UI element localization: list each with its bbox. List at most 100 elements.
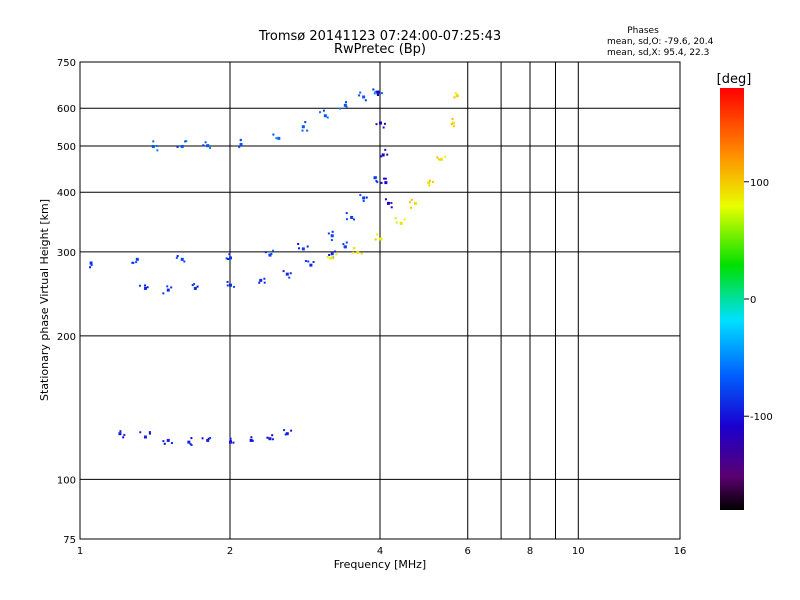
data-point-echo [380, 155, 383, 158]
data-points [89, 88, 459, 446]
x-tick-label: 1 [77, 546, 83, 557]
data-point-echo [410, 198, 413, 201]
data-point-echo [90, 264, 93, 267]
data-point-echo [146, 286, 149, 289]
data-point-echo [358, 94, 361, 97]
chart-title: Tromsø 20141123 07:24:00-07:25:43 [258, 29, 501, 44]
y-tick-label: 750 [57, 58, 76, 69]
data-point-echo [390, 206, 393, 209]
data-point [330, 252, 334, 256]
data-point-echo [263, 281, 266, 284]
data-point-echo [288, 276, 291, 279]
data-point-echo [272, 133, 275, 136]
info-heading: Phases [627, 26, 659, 36]
data-point [386, 201, 390, 205]
data-point-echo [376, 233, 379, 236]
data-point-echo [452, 125, 455, 128]
data-point-echo [365, 196, 368, 199]
data-point [323, 114, 327, 118]
data-point-echo [264, 251, 267, 254]
data-point-echo [383, 177, 386, 180]
data-point-echo [386, 153, 389, 156]
data-point-echo [176, 146, 179, 149]
data-point-echo [202, 144, 205, 147]
data-point-echo [162, 440, 165, 443]
data-point-echo [238, 146, 241, 149]
data-point-echo [375, 123, 378, 126]
data-point-echo [226, 280, 229, 283]
title-block: Tromsø 20141123 07:24:00-07:25:43 RwPret… [258, 29, 501, 57]
data-point-echo [258, 281, 261, 284]
data-point [376, 90, 380, 94]
data-point-echo [384, 177, 387, 180]
data-point-echo [436, 156, 439, 159]
data-point [135, 257, 139, 261]
data-point [285, 272, 289, 276]
data-point-echo [207, 437, 210, 440]
data-point-echo [431, 180, 434, 183]
data-point-echo [251, 439, 254, 442]
data-point [356, 250, 360, 254]
data-point-echo [144, 284, 147, 287]
data-point [180, 144, 184, 148]
y-axis-label: Stationary phase Virtual Height [km] [38, 199, 51, 401]
data-point-echo [138, 284, 141, 287]
data-point-echo [209, 146, 212, 149]
data-point [301, 125, 305, 129]
data-point [187, 440, 191, 444]
data-point-echo [290, 429, 293, 432]
data-point-echo [359, 91, 362, 94]
data-point [180, 257, 184, 261]
data-point-echo [380, 92, 383, 95]
data-point-echo [209, 437, 212, 440]
series-group [151, 90, 383, 152]
data-point [193, 286, 197, 290]
data-point-echo [372, 88, 375, 91]
data-point [166, 288, 170, 292]
data-point-echo [163, 442, 166, 445]
data-point-echo [122, 436, 125, 439]
y-tick-label: 400 [57, 188, 76, 199]
info-block: Phases mean, sd,O: -79.6, 20.4 mean, sd,… [607, 26, 714, 58]
data-point [268, 253, 272, 257]
data-point-echo [148, 431, 151, 434]
data-point [206, 144, 210, 148]
data-point-echo [375, 180, 378, 183]
series-group [89, 176, 379, 269]
data-point-echo [284, 433, 287, 436]
data-point [268, 437, 272, 441]
data-point-echo [119, 430, 122, 433]
colorbar-label: [deg] [717, 72, 752, 87]
data-point-echo [239, 138, 242, 141]
data-point-echo [306, 129, 309, 132]
data-point-echo [408, 201, 411, 204]
data-point-echo [444, 155, 447, 158]
y-tick-label: 600 [57, 104, 76, 115]
series-group [118, 429, 293, 446]
data-point [151, 144, 155, 148]
data-point-echo [170, 286, 173, 289]
colorbar-gradient [720, 88, 744, 510]
data-point-echo [456, 95, 459, 98]
data-point-echo [297, 243, 300, 246]
data-point-echo [394, 217, 397, 220]
data-point-echo [383, 122, 386, 125]
data-point-echo [190, 443, 193, 446]
data-point-echo [333, 250, 336, 253]
data-point [362, 95, 366, 99]
data-point-echo [395, 221, 398, 224]
info-line-x: mean, sd,X: 95.4, 22.3 [607, 48, 709, 58]
data-point-echo [229, 439, 232, 442]
data-point [439, 157, 443, 161]
data-point [285, 432, 289, 436]
data-point-echo [429, 179, 432, 182]
data-point-echo [89, 266, 92, 269]
data-point-echo [232, 441, 235, 444]
y-tick-label: 100 [57, 475, 76, 486]
data-point-echo [266, 436, 269, 439]
data-point [384, 181, 388, 185]
data-point-echo [228, 253, 231, 256]
data-point-echo [232, 285, 235, 288]
data-point-echo [289, 272, 292, 275]
